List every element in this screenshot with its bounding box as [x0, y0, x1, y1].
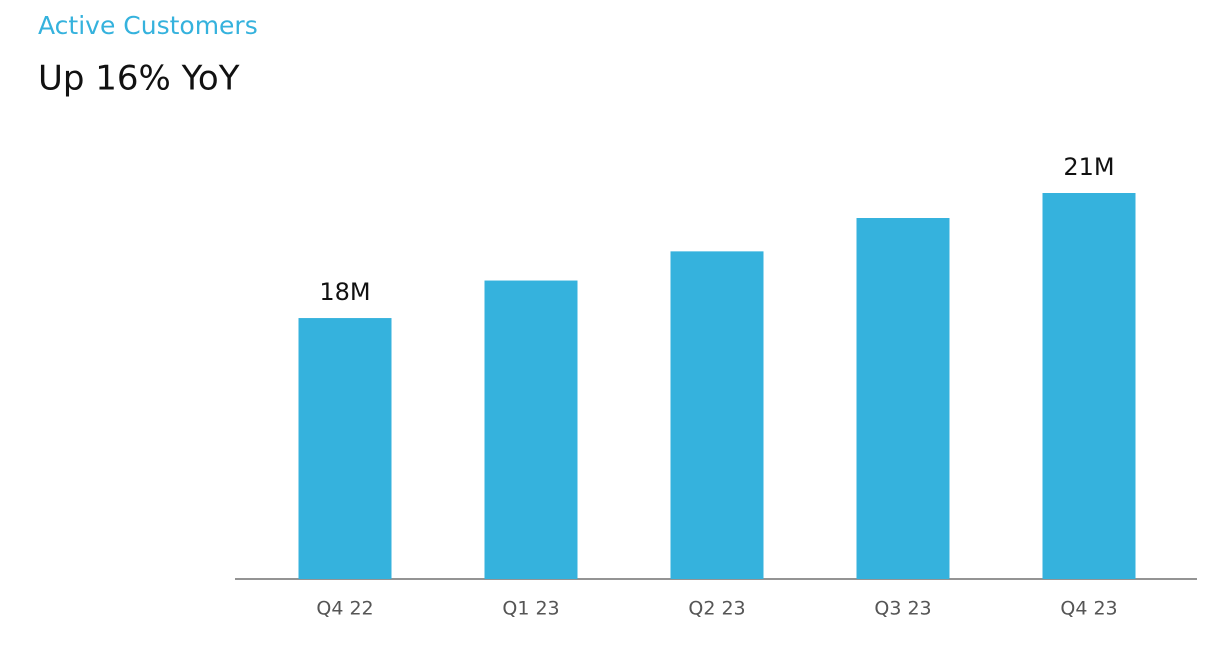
chart-subtitle: Up 16% YoY [38, 59, 240, 99]
data-label: 21M [1063, 153, 1114, 181]
x-tick-label: Q2 23 [688, 598, 745, 620]
x-tick-label: Q3 23 [874, 598, 931, 620]
bar [298, 318, 392, 579]
bar [1042, 193, 1136, 579]
data-label: 18M [319, 278, 370, 306]
x-tick-label: Q1 23 [502, 598, 559, 620]
bar [670, 251, 764, 580]
bar [856, 218, 950, 579]
x-tick-label: Q4 22 [316, 598, 373, 620]
bar [484, 280, 578, 579]
chart-title: Active Customers [38, 11, 258, 40]
x-tick-label: Q4 23 [1060, 598, 1117, 620]
